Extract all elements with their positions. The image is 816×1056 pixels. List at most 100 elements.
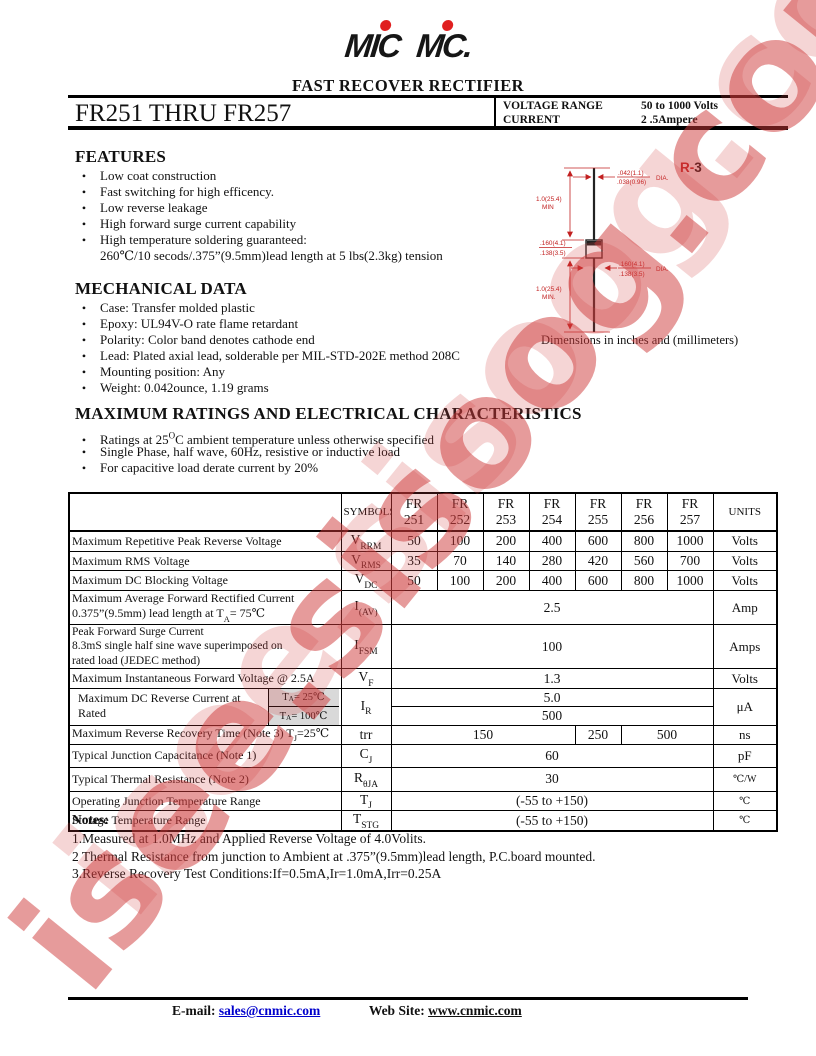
ratings-table: SYMBOLS FR 251 FR 252 FR 253 FR 254 FR 255 FR… [68, 492, 778, 833]
list-item-continuation: •260℃/10 secods/.375”(9.5mm)lead length … [100, 248, 443, 263]
table-row-tstg: Storage Temperature Range TSTG (-55 to +… [68, 810, 778, 832]
bullet-icon: • [81, 185, 87, 199]
table-header-row: SYMBOLS FR 251 FR 252 FR 253 FR 254 FR 255 FR… [68, 492, 778, 532]
header-part: FR 255 [574, 492, 622, 532]
header-units: UNITS [712, 492, 778, 532]
list-item: • Lead: Plated axial lead, solderable per… [78, 348, 460, 364]
list-item: • Low reverse leakage [78, 200, 443, 216]
bullet-icon: • [81, 317, 87, 331]
page-title-part-range: FR251 THRU FR257 [75, 100, 292, 127]
table-row-rthja: Typical Thermal Resistance (Note 2) RθJA… [68, 766, 778, 792]
document-subtitle: FAST RECOVER RECTIFIER [292, 76, 524, 95]
divider-vertical [494, 95, 496, 128]
list-item: • Case: Transfer molded plastic [78, 300, 460, 316]
bullet-icon: • [81, 333, 87, 347]
mechanical-heading: MECHANICAL DATA [75, 279, 247, 298]
divider [68, 126, 788, 130]
voltage-range-value: 50 to 1000 Volts [641, 100, 718, 112]
table-row-vf: Maximum Instantaneous Forward Voltage @ … [68, 668, 778, 689]
notes-heading: Notes: [72, 812, 109, 827]
list-item: • Ratings at 25OC ambient temperature unl… [78, 428, 434, 447]
dim-body-length-max: .160(4.1) [540, 240, 566, 247]
email-label: E-mail: [172, 1003, 216, 1018]
table-row-cj: Typical Junction Capacitance (Note 1) CJ… [68, 743, 778, 768]
drawing-caption: Dimensions in inches and (millimeters) [541, 333, 739, 347]
table-row-vrrm: Maximum Repetitive Peak Reverse Voltage … [68, 530, 778, 552]
list-item: • Weight: 0.042ounce, 1.19 grams [78, 380, 460, 396]
table-row-iav: Maximum Average Forward Rectified Curren… [68, 590, 778, 626]
dim-lead-min-top: MIN [542, 204, 554, 211]
list-item: • For capacitive load derate current by 2… [78, 460, 434, 476]
website-link[interactable]: www.cnmic.com [428, 1003, 522, 1018]
bullet-icon: • [81, 169, 87, 183]
table-row-ir: Maximum DC Reverse Current at RatedDC Bl… [68, 687, 778, 726]
dim-lead-length-top: 1.0(25.4) [536, 196, 562, 203]
header-part: FR 254 [528, 492, 576, 532]
bullet-icon: • [81, 201, 87, 215]
footer: E-mail: sales@cnmic.com Web Site: www.cn… [172, 1003, 522, 1019]
bullet-icon: • [81, 461, 87, 475]
table-row-vdc: Maximum DC Blocking Voltage VDC 50 100 20… [68, 570, 778, 592]
table-row-ifsm: Peak Forward Surge Current 8.3mS single h… [68, 624, 778, 670]
list-item: • High forward surge current capability [78, 216, 443, 232]
notes-list: 1.Measured at 1.0MHz and Applied Reverse… [72, 830, 596, 883]
header-part: FR 257 [666, 492, 714, 532]
cathode-band [586, 241, 602, 246]
table-row-tj: Operating Junction Temperature Range TJ … [68, 790, 778, 812]
header-part: FR 253 [482, 492, 530, 532]
footer-divider [68, 997, 748, 1000]
features-heading: FEATURES [75, 147, 167, 166]
features-list: • Low coat construction • Fast switching f… [78, 168, 443, 264]
note-line: 3.Reverse Recovery Test Conditions:If=0.… [72, 866, 442, 881]
website-label: Web Site: [368, 1003, 425, 1018]
list-item: • Mounting position: Any [78, 364, 460, 380]
logo-word-mc: MC. [415, 20, 473, 65]
dim-body-dia-min: .138(3.5) [619, 271, 645, 278]
bullet-icon: • [81, 349, 87, 363]
email-link[interactable]: sales@cnmic.com [218, 1003, 321, 1018]
bullet-icon: • [81, 381, 87, 395]
bullet-icon: • [81, 217, 87, 231]
bullet-icon: • [81, 445, 87, 459]
list-item: • Epoxy: UL94V-O rate flame retardant [78, 316, 460, 332]
dim-lead-length-bottom: 1.0(25.4) [536, 286, 562, 293]
ratings-list: • Ratings at 25OC ambient temperature unl… [78, 428, 434, 476]
header-part: FR 256 [620, 492, 668, 532]
bullet-icon: • [81, 433, 87, 448]
bullet-icon: • [81, 233, 87, 247]
list-item: • Single Phase, half wave, 60Hz, resistiv… [78, 444, 434, 460]
dim-top-dia-max: .042(1.1) [618, 170, 644, 177]
package-name-label: R-3 [680, 160, 702, 175]
divider [68, 95, 788, 98]
list-item: • Polarity: Color band denotes cathode en… [78, 332, 460, 348]
header-empty-cell [68, 492, 342, 532]
header-symbols: SYMBOLS [340, 492, 392, 532]
current-value: 2 .5Ampere [641, 114, 698, 126]
bullet-icon: • [81, 301, 87, 315]
current-label: CURRENT [503, 114, 560, 126]
package-outline-drawing: R-3 .042(1.1) .038(0.96) DIA. 1.0(25.4) … [536, 160, 702, 333]
list-item: • Fast switching for high efficency. [78, 184, 443, 200]
voltage-range-label: VOLTAGE RANGE [503, 100, 603, 112]
ratings-heading: MAXIMUM RATINGS AND ELECTRICAL CHARACTER… [75, 404, 582, 423]
dim-body-length-min: .138(3.5) [540, 250, 566, 257]
logo-word-mic: MIC [343, 20, 401, 65]
bullet-icon: • [81, 365, 87, 379]
note-line: 1.Measured at 1.0MHz and Applied Reverse… [72, 831, 426, 846]
dim-body-dia-max: .160(4.1) [619, 261, 645, 268]
list-item: • High temperature soldering guaranteed: [78, 232, 443, 248]
table-row-trr: Maximum Reverse Recovery Time (Note 3) T… [68, 724, 778, 745]
dia-label: DIA. [656, 175, 669, 182]
dimension-lines [539, 167, 651, 333]
header-part: FR 251 [390, 492, 438, 532]
mechanical-list: • Case: Transfer molded plastic • Epoxy: U… [78, 300, 460, 396]
header-part: FR 252 [436, 492, 484, 532]
dia-label: DIA. [656, 266, 669, 273]
dim-lead-min-bottom: MIN. [542, 294, 556, 301]
dim-top-dia-min: .038(0.96) [617, 179, 646, 186]
company-logo: MIC MC. [0, 20, 816, 65]
note-line: 2 Thermal Resistance from junction to Am… [72, 848, 596, 864]
